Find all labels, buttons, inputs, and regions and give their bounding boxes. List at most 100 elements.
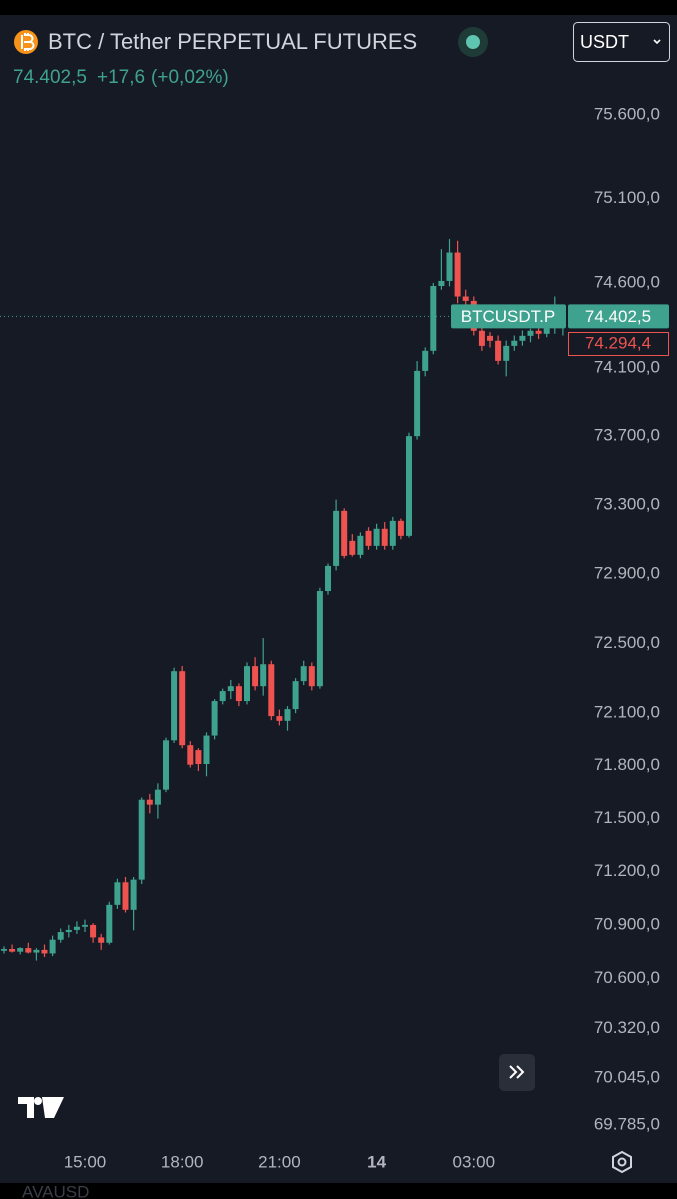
y-tick-label: 71.500,0 (594, 808, 660, 827)
y-tick-label: 70.045,0 (594, 1068, 660, 1087)
y-tick-label: 74.100,0 (594, 357, 660, 376)
y-tick-label: 71.200,0 (594, 861, 660, 880)
candle-body (316, 591, 323, 687)
status-dot (466, 35, 480, 49)
candle-body (33, 949, 40, 953)
last-price-label-box (568, 304, 669, 329)
settings-icon[interactable] (612, 1150, 632, 1174)
btc-icon-glyph (21, 33, 35, 51)
footer-symbol: AVAUSD (22, 1182, 89, 1199)
y-tick-label: 72.900,0 (594, 563, 660, 582)
currency-label[interactable]: USDT (580, 32, 629, 52)
candle-body (454, 252, 461, 297)
candle-body (389, 520, 396, 546)
tv-logo (18, 1097, 64, 1118)
price-change-pct: (+0,02%) (151, 67, 229, 88)
candle-body (341, 510, 348, 556)
candle-body (90, 924, 97, 938)
candle-body (187, 745, 194, 765)
candle-body (543, 327, 550, 334)
price-line: 74.402,5 +17,6 (+0,02%) (13, 67, 229, 88)
candle-body (130, 879, 137, 910)
x-tick-label: 21:00 (258, 1152, 301, 1171)
candle-body (414, 370, 421, 437)
candle-body (179, 671, 186, 746)
y-tick-label: 75.100,0 (594, 188, 660, 207)
candle-body (195, 750, 202, 764)
candle-body (146, 799, 153, 805)
candle-body (65, 929, 72, 933)
candle-body (397, 520, 404, 536)
candle-body (1, 948, 7, 951)
candle-body (308, 666, 315, 687)
candle-body (300, 666, 307, 682)
candle-body (219, 691, 226, 702)
settings-icon-center (617, 1157, 627, 1167)
plot (0, 239, 566, 961)
y-tick-label: 72.100,0 (594, 703, 660, 722)
candle-body (244, 666, 250, 702)
candle-body (73, 926, 80, 930)
candle-body (365, 530, 372, 546)
candle-body (446, 252, 453, 281)
symbol-label: BTCUSDT.P (461, 307, 555, 326)
candle-body (82, 924, 88, 927)
candle-body (106, 904, 113, 943)
candle-body (235, 686, 242, 702)
y-tick-label: 75.600,0 (594, 104, 660, 123)
y-tick-label: 73.700,0 (594, 426, 660, 445)
candle-body (333, 510, 340, 566)
symbol-title: BTC / Tether PERPETUAL FUTURES (48, 29, 417, 54)
candle-body (292, 681, 299, 710)
candle-body (495, 340, 502, 361)
y-tick-label: 69.785,0 (594, 1114, 660, 1133)
candle-body (462, 296, 469, 301)
candle-body (503, 345, 510, 361)
y-tick-label: 70.900,0 (594, 914, 660, 933)
candle-body (535, 330, 542, 334)
y-tick-label: 73.300,0 (594, 494, 660, 513)
scroll-right-icon (509, 1065, 525, 1079)
y-tick-label: 70.320,0 (594, 1018, 660, 1037)
candle-body (122, 882, 129, 910)
candle-body (49, 939, 56, 954)
candle-body (57, 932, 64, 940)
bid-label-box (568, 332, 669, 356)
candle-body (138, 799, 145, 880)
candle-body (478, 330, 485, 346)
currency-select[interactable] (573, 22, 670, 62)
candle-body (422, 350, 429, 371)
tv-logo-dot (34, 1097, 42, 1105)
candle-body (527, 330, 534, 336)
candle-body (203, 735, 210, 764)
candle-body (438, 280, 445, 287)
x-tick-label: 14 (367, 1152, 386, 1171)
x-tick-label: 03:00 (453, 1152, 496, 1171)
candle-body (511, 340, 518, 346)
candle-body (284, 709, 291, 721)
candle-body (357, 535, 364, 555)
candle-body (17, 948, 24, 952)
last-price-label: 74.402,5 (585, 307, 651, 326)
candle-body (349, 540, 356, 555)
candle-body (9, 948, 16, 952)
status-bar (0, 0, 677, 15)
x-tick-label: 15:00 (64, 1152, 107, 1171)
candle-body (154, 789, 161, 805)
scroll-right-button[interactable] (499, 1054, 535, 1091)
y-tick-label: 72.500,0 (594, 633, 660, 652)
candle-body (227, 686, 234, 692)
bid-label: 74.294,4 (585, 333, 651, 352)
x-tick-label: 18:00 (161, 1152, 204, 1171)
candle-body (163, 740, 169, 790)
candle-body (260, 664, 267, 687)
candle-body (41, 949, 48, 954)
candle-body (373, 528, 380, 546)
candle-body (98, 937, 105, 943)
y-tick-label: 74.600,0 (594, 272, 660, 291)
candle-body (487, 335, 493, 341)
candle-body (325, 565, 331, 592)
